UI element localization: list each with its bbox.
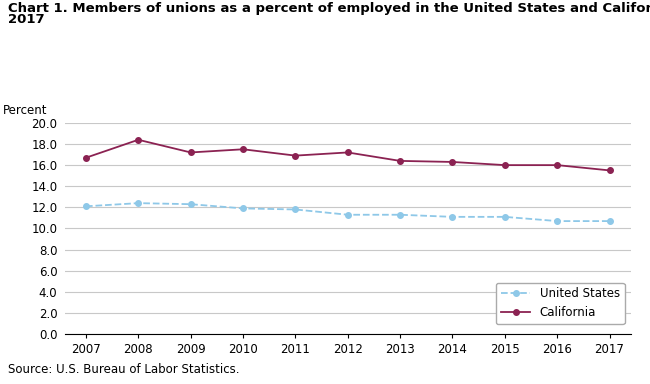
California: [396, 159, 404, 163]
United States: [344, 212, 352, 217]
Line: United States: United States: [83, 200, 612, 224]
United States: [187, 202, 194, 207]
Text: Percent: Percent: [3, 104, 47, 117]
California: [82, 156, 90, 160]
United States: [135, 201, 142, 205]
California: [135, 137, 142, 142]
California: [291, 153, 299, 158]
United States: [448, 215, 456, 219]
United States: [82, 204, 90, 209]
California: [448, 160, 456, 164]
California: [187, 150, 194, 155]
United States: [291, 207, 299, 212]
California: [606, 168, 614, 173]
Text: Chart 1. Members of unions as a percent of employed in the United States and Cal: Chart 1. Members of unions as a percent …: [8, 2, 650, 15]
Legend: United States, California: United States, California: [496, 283, 625, 324]
California: [501, 163, 509, 167]
United States: [553, 219, 561, 223]
Text: 2017: 2017: [8, 13, 45, 26]
United States: [501, 215, 509, 219]
California: [553, 163, 561, 167]
United States: [396, 212, 404, 217]
Line: California: California: [83, 137, 612, 173]
United States: [239, 206, 247, 211]
California: [344, 150, 352, 155]
United States: [606, 219, 614, 223]
Text: Source: U.S. Bureau of Labor Statistics.: Source: U.S. Bureau of Labor Statistics.: [8, 363, 240, 376]
California: [239, 147, 247, 152]
